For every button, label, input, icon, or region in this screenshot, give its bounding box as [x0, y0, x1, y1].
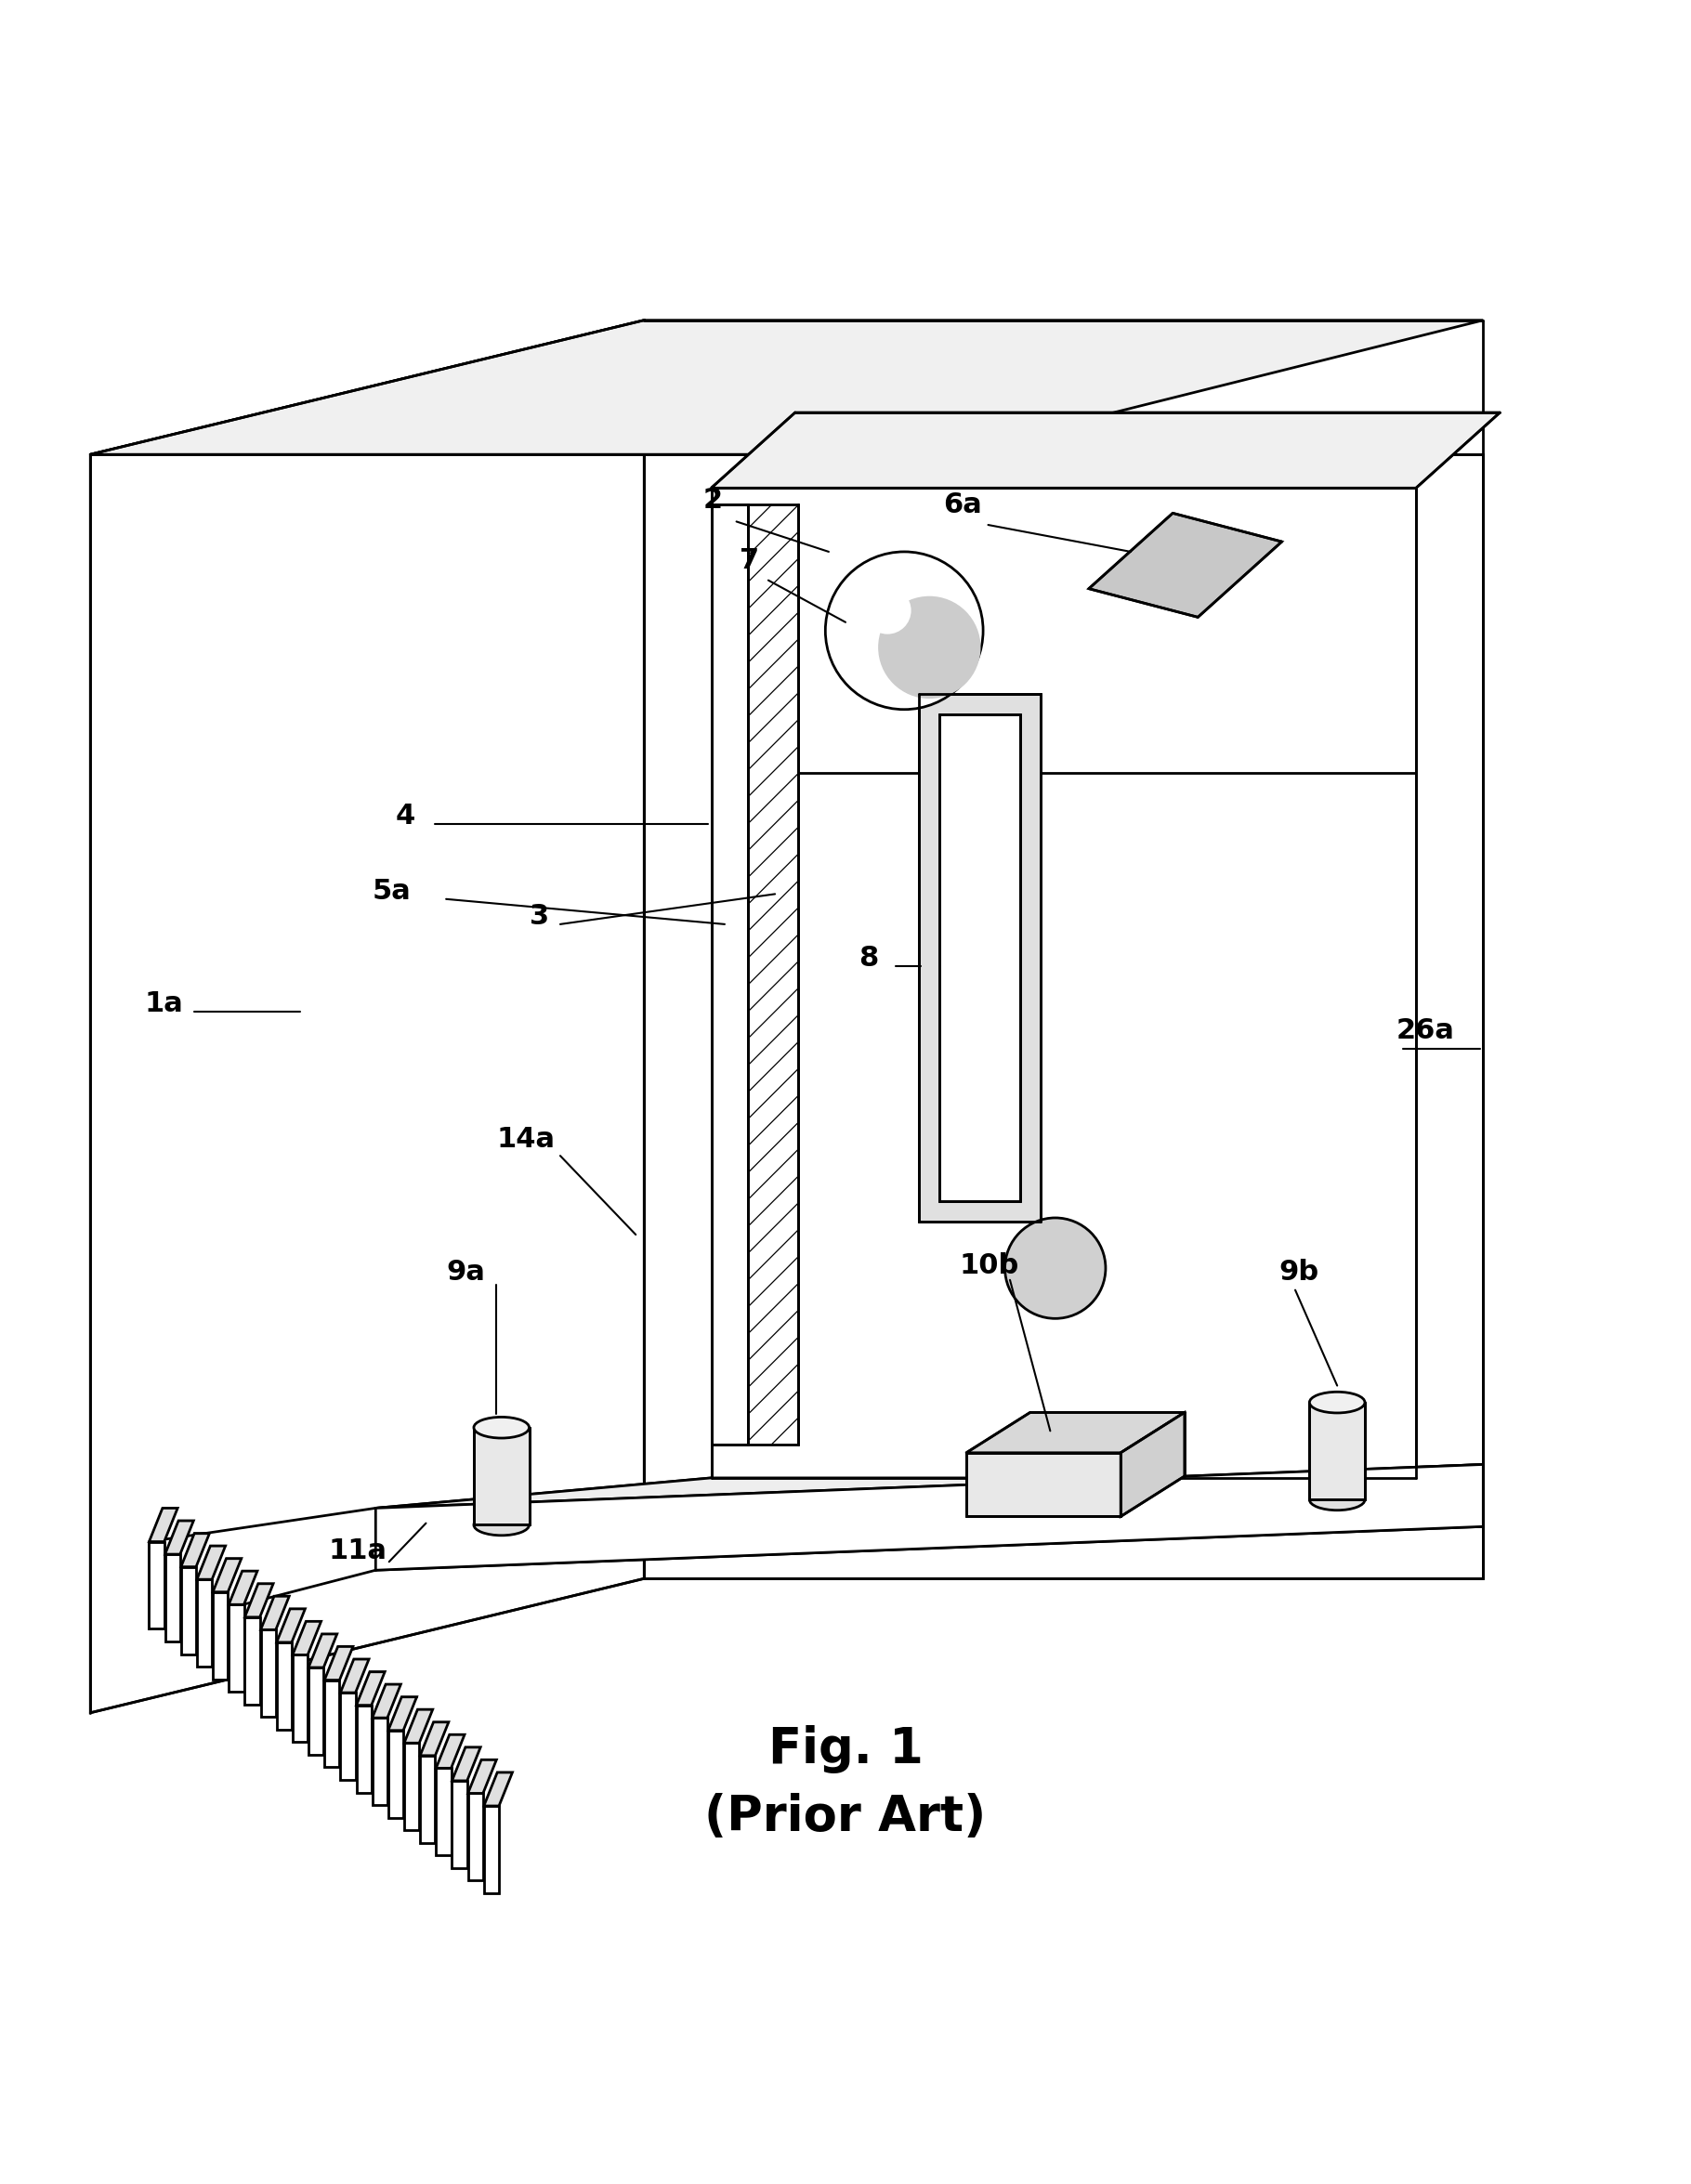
Text: 14a: 14a	[497, 1127, 555, 1153]
Polygon shape	[245, 1583, 274, 1616]
Polygon shape	[389, 1697, 416, 1730]
Polygon shape	[436, 1734, 465, 1769]
Polygon shape	[404, 1710, 433, 1743]
Polygon shape	[1309, 1402, 1365, 1500]
Polygon shape	[90, 321, 644, 1712]
Polygon shape	[372, 1684, 401, 1719]
Text: Fig. 1: Fig. 1	[768, 1725, 923, 1773]
Polygon shape	[404, 1743, 419, 1830]
Text: 2: 2	[703, 487, 722, 513]
Polygon shape	[308, 1669, 323, 1754]
Polygon shape	[484, 1773, 512, 1806]
Polygon shape	[419, 1756, 435, 1843]
Polygon shape	[245, 1616, 260, 1704]
Polygon shape	[920, 695, 1040, 1221]
Text: 4: 4	[396, 802, 416, 830]
Text: (Prior Art): (Prior Art)	[705, 1793, 986, 1841]
Text: 8: 8	[859, 946, 879, 972]
Polygon shape	[166, 1520, 193, 1555]
Text: 6a: 6a	[944, 491, 981, 520]
Polygon shape	[181, 1533, 210, 1566]
Text: 9b: 9b	[1278, 1258, 1319, 1286]
Polygon shape	[1089, 513, 1282, 618]
Polygon shape	[325, 1679, 340, 1767]
Polygon shape	[389, 1730, 404, 1817]
Polygon shape	[712, 505, 747, 1444]
Text: 7: 7	[739, 548, 759, 574]
Polygon shape	[940, 714, 1020, 1201]
Bar	[747, 505, 798, 1444]
Ellipse shape	[473, 1514, 529, 1535]
Polygon shape	[293, 1655, 308, 1743]
Text: 3: 3	[529, 902, 550, 930]
Polygon shape	[484, 1806, 499, 1894]
Polygon shape	[166, 1555, 181, 1642]
Polygon shape	[293, 1621, 321, 1655]
Polygon shape	[966, 1413, 1184, 1452]
Polygon shape	[308, 1634, 337, 1669]
Text: 11a: 11a	[328, 1538, 387, 1564]
Polygon shape	[357, 1706, 372, 1793]
Circle shape	[878, 596, 981, 699]
Polygon shape	[451, 1780, 467, 1867]
Circle shape	[825, 553, 982, 710]
Polygon shape	[966, 1452, 1121, 1516]
Polygon shape	[213, 1592, 228, 1679]
Polygon shape	[1121, 1413, 1184, 1516]
Polygon shape	[712, 487, 1415, 1479]
Text: 1a: 1a	[144, 989, 183, 1018]
Ellipse shape	[1309, 1391, 1365, 1413]
Polygon shape	[228, 1570, 257, 1605]
Polygon shape	[213, 1559, 242, 1592]
Polygon shape	[357, 1671, 386, 1706]
Text: 5a: 5a	[372, 878, 411, 904]
Polygon shape	[260, 1597, 289, 1629]
Polygon shape	[375, 1465, 1483, 1570]
Circle shape	[864, 587, 911, 633]
Polygon shape	[468, 1793, 484, 1880]
Text: 9a: 9a	[446, 1258, 485, 1286]
Polygon shape	[228, 1605, 244, 1693]
Polygon shape	[90, 321, 1483, 454]
Polygon shape	[260, 1629, 276, 1717]
Polygon shape	[644, 454, 1483, 1579]
Polygon shape	[468, 1760, 497, 1793]
Polygon shape	[712, 413, 1500, 487]
Polygon shape	[375, 1465, 1483, 1509]
Polygon shape	[196, 1546, 225, 1579]
Polygon shape	[436, 1769, 451, 1856]
Ellipse shape	[1309, 1489, 1365, 1509]
Polygon shape	[325, 1647, 353, 1679]
Polygon shape	[451, 1747, 480, 1780]
Polygon shape	[149, 1542, 164, 1629]
Polygon shape	[196, 1579, 211, 1666]
Polygon shape	[340, 1693, 355, 1780]
Polygon shape	[277, 1642, 293, 1730]
Polygon shape	[372, 1719, 387, 1804]
Polygon shape	[181, 1566, 196, 1653]
Polygon shape	[473, 1428, 529, 1524]
Polygon shape	[277, 1610, 304, 1642]
Polygon shape	[340, 1660, 369, 1693]
Polygon shape	[149, 1509, 178, 1542]
Polygon shape	[419, 1721, 448, 1756]
Circle shape	[1004, 1219, 1106, 1319]
Text: 10b: 10b	[959, 1251, 1020, 1280]
Ellipse shape	[473, 1417, 529, 1437]
Text: 26a: 26a	[1395, 1018, 1454, 1044]
